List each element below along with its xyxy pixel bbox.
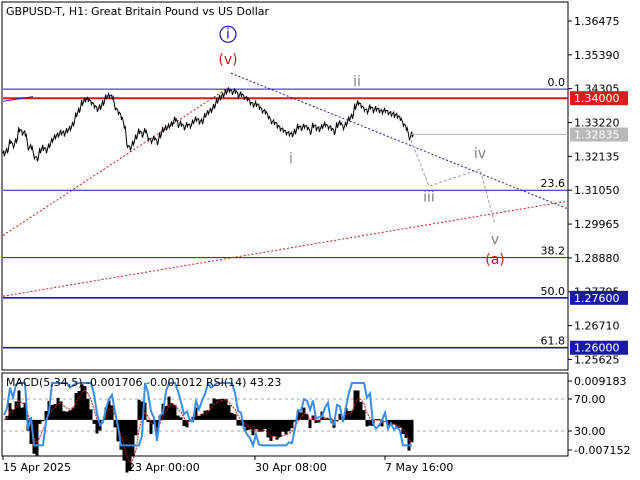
rsi-line [3,381,412,449]
trend-lines [2,72,569,297]
fib-level-label: 0.0 [548,76,566,89]
descending-trendline [230,72,569,210]
wave-label: (a) [485,252,505,268]
wave-projection [410,140,496,225]
indicator-label: MACD(5,34,5) -0.001706 -0.001012 RSI(14)… [6,376,281,389]
price-tick-label: 1.32135 [574,150,620,163]
wave-label: ii [353,74,361,90]
price-tag-label: 1.34000 [574,92,620,105]
indicator-series [3,381,568,473]
wave-label: iii [423,189,435,205]
price-tick-label: 1.31050 [574,184,620,197]
price-tag-bg [570,290,628,305]
price-tag-label: 1.32835 [574,129,620,142]
time-tick-label: 7 May 16:00 [385,461,453,474]
fib-level-label: 23.6 [541,177,566,190]
price-line [2,86,414,162]
symbol-label: GBPUSD-T, H1: [6,5,88,18]
indicator-tick-label: 30.00 [574,425,606,438]
time-tick-label: 23 Apr 00:00 [128,461,200,474]
price-tick-label: 1.35390 [574,49,620,62]
indicator-tick-label: 70.00 [574,393,606,406]
price-axis: 1.364751.353901.343051.332201.321351.310… [568,15,628,366]
short-trendline [2,96,34,102]
horizontal-levels: 0.0 23.6 38.2 50.0 61.8 [3,76,568,349]
wave-label: (v) [218,52,237,68]
price-tag-bg [570,340,628,355]
indicator-tick-label: -0.007152 [574,444,630,457]
projection-path [410,140,496,225]
indicator-axis: 0.009183 70.00 30.00 -0.007152 [568,375,630,457]
price-tag-bg [570,127,628,142]
rising-trendline-lower [2,200,569,297]
price-tick-label: 1.33220 [574,117,620,130]
price-series [2,86,568,162]
price-tick-label: 1.26710 [574,320,620,333]
price-tag-label: 1.27600 [574,292,620,305]
time-tick-label: 30 Apr 08:00 [255,461,327,474]
indicator-tick-label: 0.009183 [574,375,627,388]
wave-label-circle [219,25,237,43]
price-tick-label: 1.25625 [574,353,620,366]
symbol-description: Great Britain Pound vs US Dollar [91,5,270,18]
fib-level-label: 50.0 [541,285,566,298]
rising-trendline-left [2,87,229,236]
price-panel[interactable] [1,1,569,371]
price-tag-label: 1.26000 [574,342,620,355]
price-tick-label: 1.28880 [574,252,620,265]
price-tag-bg [570,91,628,106]
time-tick-label: 15 Apr 2025 [3,461,71,474]
price-tick-label: 1.29965 [574,218,620,231]
fib-level-label: 38.2 [541,245,566,258]
wave-label: i [226,26,230,42]
fib-level-label: 61.8 [541,335,566,348]
time-axis: 15 Apr 2025 23 Apr 00:00 30 Apr 08:00 7 May… [2,456,453,474]
price-tick-label: 1.36475 [574,15,620,28]
wave-label: i [289,151,293,167]
wave-label: iv [474,146,486,162]
wave-label: v [491,232,499,248]
